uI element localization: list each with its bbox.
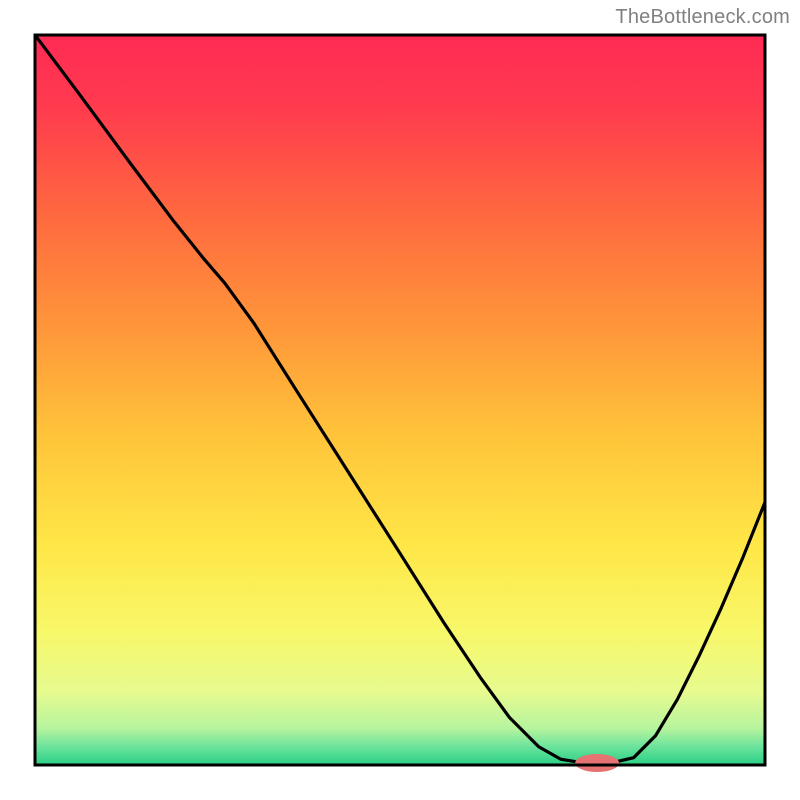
optimal-marker [575,754,619,772]
gradient-background [35,35,765,765]
bottleneck-chart: TheBottleneck.com [0,0,800,800]
chart-svg [0,0,800,800]
watermark-text: TheBottleneck.com [615,6,790,29]
